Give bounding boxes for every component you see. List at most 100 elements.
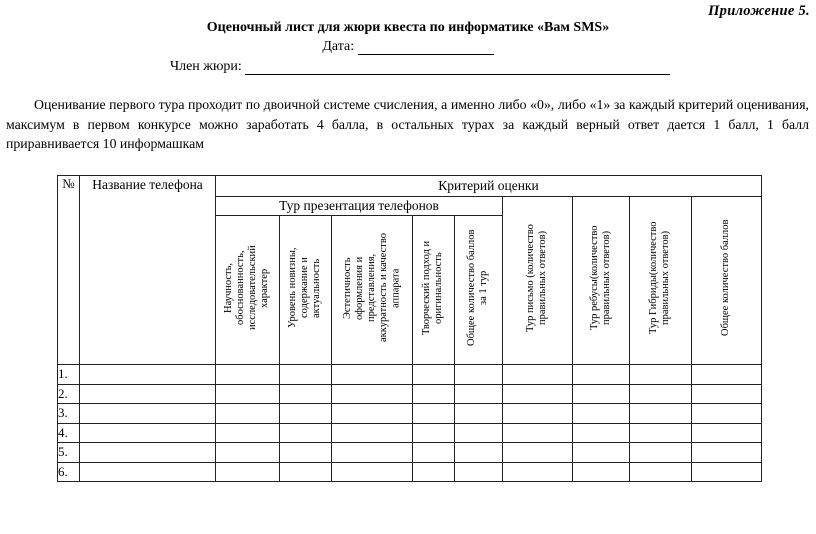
col-header-novelty-label: Уровень новизны, содержание и актуальнос…: [287, 247, 323, 328]
table-row-4: 4.: [57, 422, 763, 443]
table-row-6: 6.: [57, 461, 763, 482]
score-cell[interactable]: [215, 442, 280, 463]
date-blank-field[interactable]: [357, 40, 494, 55]
score-cell[interactable]: [279, 461, 332, 482]
score-cell[interactable]: [331, 461, 413, 482]
col-header-rebus-round: Тур ребусы(количество правильных ответов…: [572, 196, 630, 365]
score-cell[interactable]: [502, 461, 573, 482]
row-number-cell: 1.: [57, 364, 80, 385]
score-cell[interactable]: [279, 403, 332, 424]
score-cell[interactable]: [279, 442, 332, 463]
col-header-hybrid-round: Тур Гибриды(количество правильных ответо…: [629, 196, 692, 365]
score-cell[interactable]: [629, 442, 692, 463]
table-row-3: 3.: [57, 403, 763, 424]
page-title: Оценочный лист для жюри квеста по информ…: [206, 20, 610, 35]
date-line: Дата:: [0, 39, 816, 55]
score-cell[interactable]: [690, 461, 763, 482]
col-header-total-score: Общее количество баллов: [690, 196, 763, 365]
col-header-aesthetics: Эстетичность оформления и представления,…: [331, 215, 413, 365]
score-cell[interactable]: [215, 422, 280, 443]
score-cell[interactable]: [690, 442, 763, 463]
score-cell[interactable]: [572, 364, 630, 385]
score-cell[interactable]: [279, 364, 332, 385]
col-header-round1-total: Общее количество баллов за 1 тур: [454, 215, 503, 365]
jury-label: Член жюри:: [170, 59, 242, 74]
score-cell[interactable]: [412, 422, 455, 443]
score-cell[interactable]: [331, 442, 413, 463]
col-header-creativity: Творческий подход и оригинальность: [412, 215, 455, 365]
score-cell[interactable]: [629, 383, 692, 404]
score-cell[interactable]: [331, 383, 413, 404]
jury-blank-field[interactable]: [245, 60, 671, 75]
col-header-letter-round-label: Тур письмо (количество правильных ответо…: [525, 224, 549, 332]
score-cell[interactable]: [690, 383, 763, 404]
col-header-number: №: [57, 175, 80, 365]
score-cell[interactable]: [629, 461, 692, 482]
score-cell[interactable]: [279, 383, 332, 404]
col-header-phone-name: Название телефона: [79, 175, 216, 365]
score-cell[interactable]: [331, 422, 413, 443]
score-cell[interactable]: [215, 364, 280, 385]
phone-name-cell[interactable]: [79, 364, 216, 385]
col-header-creativity-label: Творческий подход и оригинальность: [421, 240, 445, 335]
score-cell[interactable]: [454, 383, 503, 404]
score-cell[interactable]: [331, 403, 413, 424]
score-cell[interactable]: [454, 442, 503, 463]
col-header-round1-total-label: Общее количество баллов за 1 тур: [466, 229, 490, 346]
score-cell[interactable]: [215, 461, 280, 482]
phone-name-cell[interactable]: [79, 461, 216, 482]
score-cell[interactable]: [215, 403, 280, 424]
score-cell[interactable]: [412, 461, 455, 482]
score-cell[interactable]: [572, 461, 630, 482]
row-number-cell: 2.: [57, 383, 80, 404]
score-cell[interactable]: [279, 422, 332, 443]
score-cell[interactable]: [412, 364, 455, 385]
score-cell[interactable]: [690, 364, 763, 385]
score-cell[interactable]: [572, 442, 630, 463]
score-cell[interactable]: [412, 403, 455, 424]
col-header-science-label: Научность, обоснованность, исследователь…: [223, 245, 271, 330]
score-cell[interactable]: [454, 422, 503, 443]
col-header-hybrid-round-label: Тур Гибриды(количество правильных ответо…: [648, 221, 672, 335]
row-number-cell: 4.: [57, 422, 80, 443]
phone-name-cell[interactable]: [79, 422, 216, 443]
col-header-letter-round: Тур письмо (количество правильных ответо…: [502, 196, 573, 365]
table-row-5: 5.: [57, 442, 763, 463]
annex-label: Приложение 5.: [708, 3, 810, 19]
score-cell[interactable]: [629, 422, 692, 443]
phone-name-cell[interactable]: [79, 442, 216, 463]
score-cell[interactable]: [454, 403, 503, 424]
col-header-total-score-label: Общее количество баллов: [720, 219, 732, 337]
col-header-presentation-round: Тур презентация телефонов: [215, 196, 503, 216]
score-cell[interactable]: [502, 403, 573, 424]
row-number-cell: 5.: [57, 442, 80, 463]
phone-name-cell[interactable]: [79, 383, 216, 404]
score-cell[interactable]: [629, 364, 692, 385]
score-cell[interactable]: [572, 422, 630, 443]
score-cell[interactable]: [572, 403, 630, 424]
table-row-1: 1.: [57, 364, 763, 385]
score-cell[interactable]: [502, 442, 573, 463]
col-header-aesthetics-label: Эстетичность оформления и представления,…: [341, 233, 402, 342]
score-cell[interactable]: [690, 422, 763, 443]
score-cell[interactable]: [502, 364, 573, 385]
score-cell[interactable]: [331, 364, 413, 385]
score-cell[interactable]: [690, 403, 763, 424]
date-label: Дата:: [322, 39, 355, 54]
intro-paragraph: Оценивание первого тура проходит по двои…: [6, 97, 809, 151]
score-cell[interactable]: [454, 461, 503, 482]
phone-name-cell[interactable]: [79, 403, 216, 424]
score-cell[interactable]: [502, 422, 573, 443]
col-header-science: Научность, обоснованность, исследователь…: [215, 215, 280, 365]
score-cell[interactable]: [215, 383, 280, 404]
score-cell[interactable]: [629, 403, 692, 424]
score-cell[interactable]: [572, 383, 630, 404]
row-number-cell: 6.: [57, 461, 80, 482]
score-cell[interactable]: [412, 383, 455, 404]
row-number-cell: 3.: [57, 403, 80, 424]
score-cell[interactable]: [502, 383, 573, 404]
score-cell[interactable]: [412, 442, 455, 463]
score-cell[interactable]: [454, 364, 503, 385]
table-row-2: 2.: [57, 383, 763, 404]
